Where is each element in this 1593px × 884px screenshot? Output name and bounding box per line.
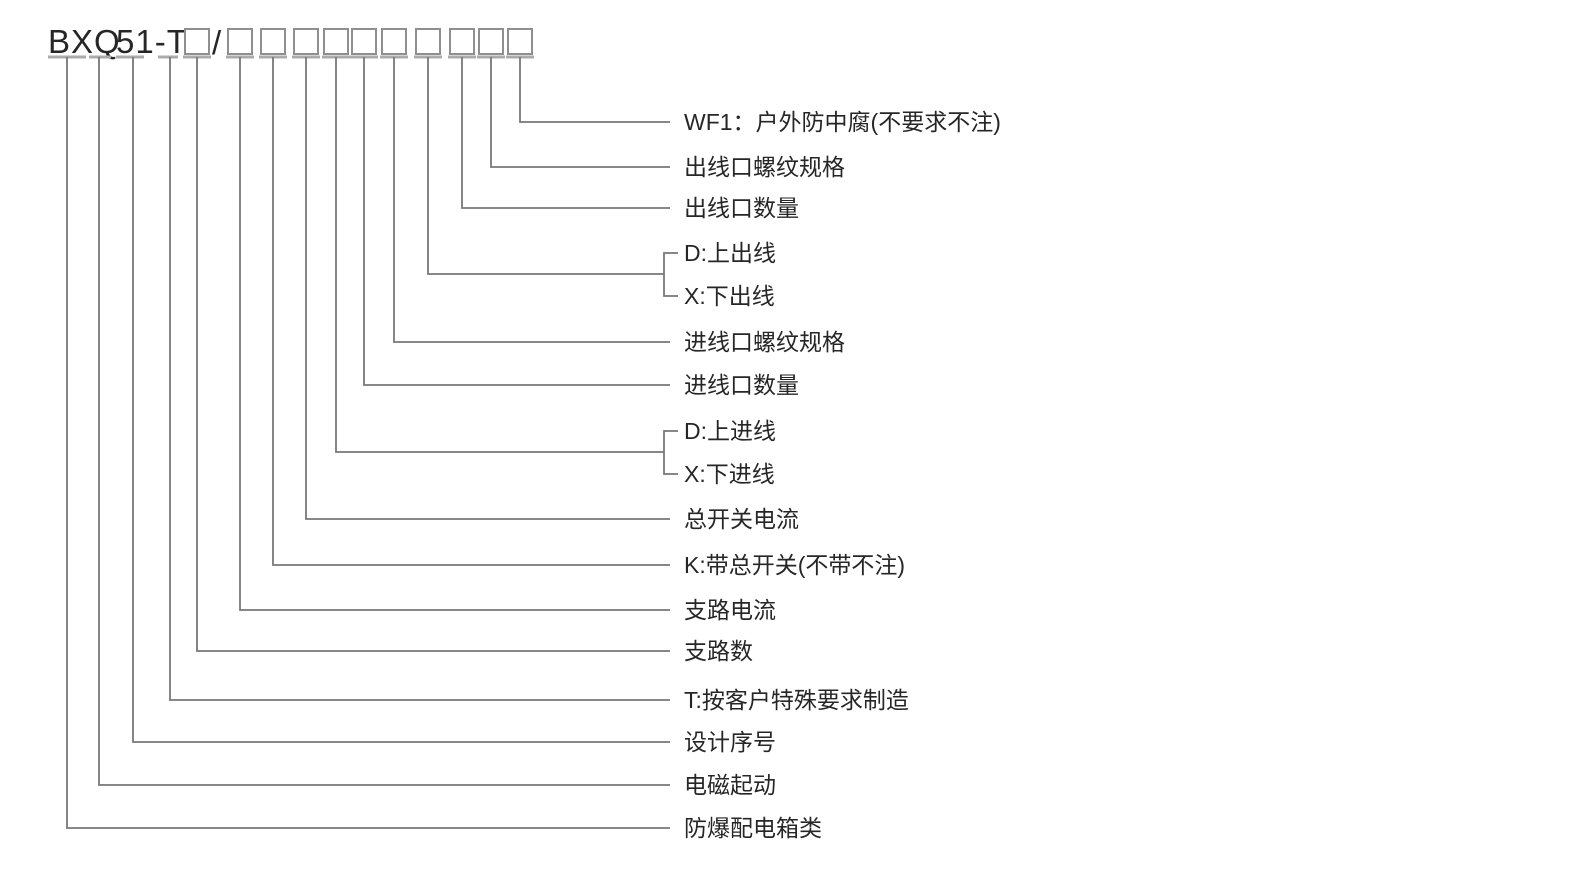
code-placeholder-box-2 bbox=[260, 28, 286, 55]
connector-line-outlet-direction-bracket bbox=[427, 57, 678, 297]
connector-line-outlet-count bbox=[461, 57, 670, 209]
code-separator-slash: / bbox=[212, 24, 222, 61]
code-placeholder-box-10 bbox=[507, 28, 533, 55]
code-placeholder-box-8 bbox=[449, 28, 475, 55]
label-branch-current: 支路电流 bbox=[684, 597, 776, 623]
label-d-top-outlet: D:上出线 bbox=[684, 240, 776, 266]
connector-line-k-main-switch bbox=[272, 57, 670, 566]
connector-line-inlet-count bbox=[363, 57, 670, 386]
code-prefix: BXQ bbox=[48, 23, 121, 60]
label-explosion-proof-box-class: 防爆配电箱类 bbox=[684, 815, 822, 841]
code-placeholder-box-7 bbox=[415, 28, 441, 55]
code-placeholder-box-9 bbox=[478, 28, 504, 55]
code-placeholder-box-3 bbox=[293, 28, 319, 55]
label-design-serial-number: 设计序号 bbox=[684, 729, 776, 755]
connector-line-main-switch-current bbox=[305, 57, 670, 520]
label-branch-count: 支路数 bbox=[684, 638, 753, 664]
label-electromagnetic-start: 电磁起动 bbox=[684, 772, 776, 798]
code-placeholder-box-4 bbox=[323, 28, 349, 55]
connector-line-inlet-thread bbox=[393, 57, 670, 343]
label-outlet-thread-spec: 出线口螺纹规格 bbox=[684, 154, 845, 180]
label-x-bottom-inlet: X:下进线 bbox=[684, 461, 775, 487]
connector-line-explosion-proof-class bbox=[66, 57, 670, 829]
connector-line-branch-current bbox=[239, 57, 670, 611]
connector-line-electromagnetic-start bbox=[98, 57, 670, 786]
label-main-switch-current: 总开关电流 bbox=[684, 506, 799, 532]
code-series: 51-T bbox=[116, 23, 188, 60]
label-wf1-outdoor-anticorrosion: WF1：户外防中腐(不要求不注) bbox=[684, 109, 1001, 135]
label-outlet-count: 出线口数量 bbox=[684, 195, 799, 221]
connector-line-t-custom bbox=[169, 57, 670, 701]
code-placeholder-box-0 bbox=[184, 28, 210, 55]
connector-line-outlet-thread bbox=[490, 57, 670, 168]
code-placeholder-box-5 bbox=[351, 28, 377, 55]
connector-line-design-serial bbox=[132, 57, 670, 743]
label-inlet-count: 进线口数量 bbox=[684, 372, 799, 398]
code-placeholder-box-1 bbox=[227, 28, 253, 55]
label-inlet-thread-spec: 进线口螺纹规格 bbox=[684, 329, 845, 355]
label-k-with-main-switch: K:带总开关(不带不注) bbox=[684, 552, 905, 578]
label-x-bottom-outlet: X:下出线 bbox=[684, 283, 775, 309]
connector-line-wf1 bbox=[519, 57, 670, 123]
label-t-custom-requirement: T:按客户特殊要求制造 bbox=[684, 687, 909, 713]
code-placeholder-box-6 bbox=[381, 28, 407, 55]
connector-line-inlet-direction-bracket bbox=[335, 57, 678, 475]
connector-line-branch-count bbox=[196, 57, 670, 652]
label-d-top-inlet: D:上进线 bbox=[684, 418, 776, 444]
